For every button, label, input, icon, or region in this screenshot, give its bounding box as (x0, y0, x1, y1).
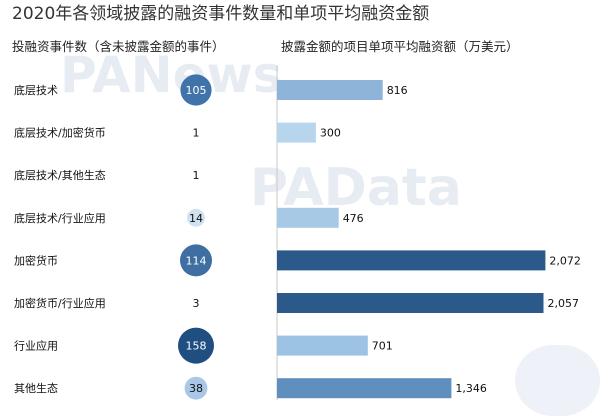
left-column-header: 投融资事件数（含未披露金额的事件） (12, 39, 225, 54)
count-label: 1 (193, 169, 200, 182)
value-label: 300 (320, 127, 341, 140)
count-label: 1 (193, 127, 200, 140)
count-label: 14 (189, 212, 203, 225)
chart-rows: 底层技术 105 816 底层技术/加密货币 1 300 底层技术/其他生态 1 底层技术/行业… (14, 74, 581, 400)
count-label: 114 (186, 254, 207, 267)
category-label: 加密货币 (14, 253, 58, 267)
watermark-corner-shape (515, 345, 600, 416)
value-bar (277, 122, 316, 143)
value-bar (277, 80, 383, 100)
category-label: 底层技术/加密货币 (14, 126, 106, 140)
value-label: 701 (372, 340, 393, 353)
value-label: 1,346 (455, 382, 487, 395)
count-bubble (178, 327, 214, 364)
watermark: PANews PAData (60, 46, 600, 416)
category-label: 加密货币/行业应用 (14, 296, 106, 310)
value-label: 816 (387, 84, 408, 97)
category-label: 其他生态 (14, 381, 58, 395)
count-bubble (184, 376, 208, 400)
value-bar (277, 335, 368, 356)
category-label: 底层技术 (14, 83, 58, 97)
count-label: 158 (186, 340, 207, 353)
category-label: 行业应用 (14, 339, 58, 353)
value-bar (277, 293, 544, 313)
count-label: 3 (193, 297, 200, 310)
value-bar (277, 207, 339, 228)
value-bar (277, 250, 546, 271)
value-bar (277, 378, 452, 399)
count-bubble (180, 74, 212, 106)
count-label: 105 (186, 84, 207, 97)
value-label: 2,072 (549, 254, 581, 267)
count-label: 38 (189, 382, 203, 395)
value-label: 2,057 (548, 297, 580, 310)
value-label: 476 (343, 212, 364, 225)
chart-title: 2020年各领域披露的融资事件数量和单项平均融资金额 (12, 4, 429, 24)
right-column-header: 披露金额的项目单项平均融资额（万美元） (281, 39, 519, 54)
category-label: 底层技术/行业应用 (14, 211, 106, 225)
count-bubble (180, 244, 212, 277)
count-bubble (187, 208, 205, 227)
category-label: 底层技术/其他生态 (14, 168, 106, 182)
watermark-panews: PANews (60, 46, 282, 104)
